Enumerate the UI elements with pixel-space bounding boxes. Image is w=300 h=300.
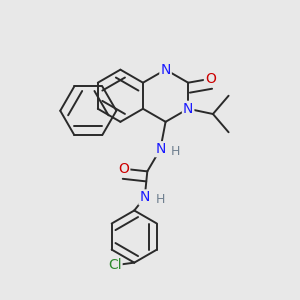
Text: H: H bbox=[155, 193, 165, 206]
Text: O: O bbox=[205, 72, 216, 86]
Text: N: N bbox=[155, 142, 166, 156]
Text: H: H bbox=[171, 145, 180, 158]
Text: N: N bbox=[160, 63, 171, 77]
Text: N: N bbox=[183, 102, 193, 116]
Text: Cl: Cl bbox=[108, 258, 122, 272]
Text: N: N bbox=[140, 190, 150, 204]
Text: O: O bbox=[118, 162, 129, 176]
